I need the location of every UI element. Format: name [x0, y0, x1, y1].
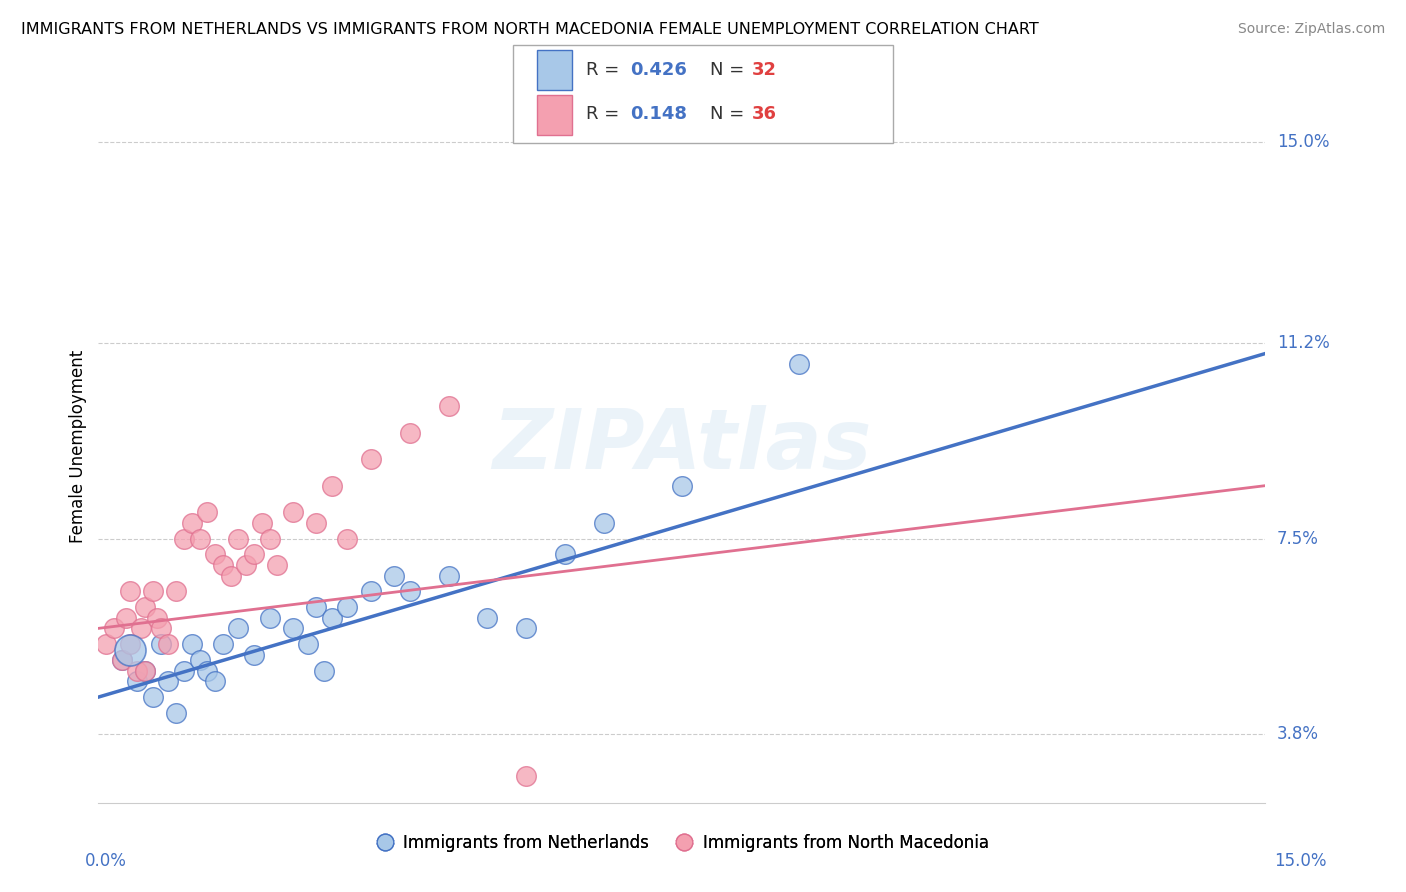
Point [180, 637, 202, 651]
Point [118, 642, 141, 657]
Point [266, 558, 288, 572]
Point [398, 425, 420, 440]
Point [127, 674, 149, 689]
Text: 11.2%: 11.2% [1277, 334, 1330, 352]
Point [437, 568, 460, 582]
Point [173, 532, 195, 546]
Point [134, 664, 156, 678]
Point [195, 664, 218, 678]
Point [593, 516, 616, 530]
Point [134, 664, 156, 678]
Point [477, 611, 499, 625]
Point [554, 547, 576, 561]
Point [165, 584, 187, 599]
Point [149, 637, 172, 651]
Text: N =: N = [710, 61, 749, 78]
Point [118, 584, 141, 599]
Point [219, 568, 242, 582]
Text: 36: 36 [752, 105, 778, 123]
Point [111, 653, 134, 667]
Point [127, 664, 149, 678]
Point [118, 637, 141, 651]
Point [228, 621, 250, 635]
Point [297, 637, 319, 651]
Text: R =: R = [586, 61, 626, 78]
Point [515, 621, 537, 635]
Point [321, 478, 343, 492]
Point [114, 611, 136, 625]
Point [228, 532, 250, 546]
Point [96, 637, 118, 651]
Point [259, 611, 281, 625]
Point [305, 600, 328, 615]
Point [146, 611, 169, 625]
Point [281, 505, 304, 519]
Point [281, 621, 304, 635]
Text: ZIPAtlas: ZIPAtlas [492, 406, 872, 486]
Point [360, 452, 382, 467]
Legend: Immigrants from Netherlands, Immigrants from North Macedonia: Immigrants from Netherlands, Immigrants … [368, 828, 995, 859]
Point [360, 584, 382, 599]
Point [515, 769, 537, 783]
Point [204, 674, 226, 689]
Text: 7.5%: 7.5% [1277, 530, 1319, 548]
Y-axis label: Female Unemployment: Female Unemployment [69, 350, 87, 542]
Text: 3.8%: 3.8% [1277, 725, 1319, 743]
Point [204, 547, 226, 561]
Text: 15.0%: 15.0% [1277, 133, 1330, 151]
Point [195, 505, 218, 519]
Text: 32: 32 [752, 61, 778, 78]
Text: 0.0%: 0.0% [84, 852, 127, 870]
Point [259, 532, 281, 546]
Text: 0.148: 0.148 [630, 105, 688, 123]
Point [243, 547, 266, 561]
Point [188, 653, 211, 667]
Point [250, 516, 273, 530]
Point [180, 516, 202, 530]
Point [212, 637, 235, 651]
Point [157, 674, 180, 689]
Point [437, 400, 460, 414]
Point [671, 478, 693, 492]
Point [235, 558, 257, 572]
Point [165, 706, 187, 720]
Point [321, 611, 343, 625]
Point [173, 664, 195, 678]
Text: 0.426: 0.426 [630, 61, 686, 78]
Text: Source: ZipAtlas.com: Source: ZipAtlas.com [1237, 22, 1385, 37]
Point [142, 584, 165, 599]
Point [142, 690, 165, 704]
Point [336, 600, 359, 615]
Point [336, 532, 359, 546]
Point [103, 621, 125, 635]
Point [134, 600, 156, 615]
Point [243, 648, 266, 662]
Point [188, 532, 211, 546]
Point [157, 637, 180, 651]
Point [312, 664, 335, 678]
Point [398, 584, 420, 599]
Text: 15.0%: 15.0% [1274, 852, 1327, 870]
Point [787, 357, 810, 371]
Point [212, 558, 235, 572]
Point [149, 621, 172, 635]
Text: R =: R = [586, 105, 626, 123]
Text: IMMIGRANTS FROM NETHERLANDS VS IMMIGRANTS FROM NORTH MACEDONIA FEMALE UNEMPLOYME: IMMIGRANTS FROM NETHERLANDS VS IMMIGRANT… [21, 22, 1039, 37]
Text: N =: N = [710, 105, 749, 123]
Point [305, 516, 328, 530]
Point [111, 653, 134, 667]
Point [129, 621, 152, 635]
Point [382, 568, 405, 582]
